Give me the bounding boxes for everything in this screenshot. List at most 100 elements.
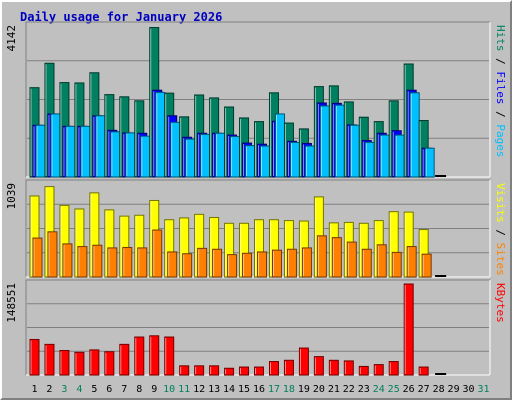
day-label: 10	[163, 384, 175, 395]
bar-kbytes	[44, 343, 55, 376]
bar-sites	[331, 237, 342, 278]
bar-sites	[227, 254, 238, 278]
day-label: 13	[208, 384, 220, 395]
bar-sites	[242, 252, 253, 278]
bar-empty	[435, 275, 447, 277]
bar-sites	[77, 246, 88, 278]
day-label: 25	[388, 384, 400, 395]
day-label: 4	[76, 384, 82, 395]
day-label: 15	[238, 384, 250, 395]
panel-max-label: 1039	[5, 183, 18, 210]
day-label: 20	[313, 384, 325, 395]
bar-kbytes	[283, 359, 294, 376]
panel-axis-legend: KBytes	[494, 283, 507, 323]
bar-kbytes	[194, 365, 205, 376]
day-label: 1	[31, 384, 37, 395]
panel-axis-legend: Visits / Sites	[494, 183, 507, 276]
axis-legend-part: /	[494, 52, 507, 72]
day-label: 8	[136, 384, 142, 395]
bar-sites	[421, 253, 432, 278]
day-label: 2	[46, 384, 52, 395]
axis-legend-part: KBytes	[494, 283, 507, 323]
bar-kbytes	[388, 361, 399, 376]
day-label: 19	[298, 384, 310, 395]
bar-kbytes	[224, 367, 235, 376]
day-label: 17	[268, 384, 280, 395]
day-label: 11	[178, 384, 190, 395]
bar-empty	[435, 373, 447, 375]
panel-axis-legend: Hits / Files / Pages	[494, 25, 507, 158]
day-label: 23	[358, 384, 370, 395]
day-label: 9	[151, 384, 157, 395]
bar-kbytes	[164, 336, 175, 376]
axis-legend-part: Visits	[494, 183, 507, 223]
bar-kbytes	[343, 360, 354, 376]
bar-kbytes	[134, 336, 145, 376]
day-label: 22	[343, 384, 355, 395]
bar-sites	[346, 241, 357, 278]
axis-legend-part: /	[494, 223, 507, 243]
bar-kbytes	[239, 366, 250, 376]
axis-legend-part: Pages	[494, 124, 507, 157]
bar-sites	[301, 247, 312, 278]
bar-sites	[212, 248, 223, 278]
day-label: 18	[283, 384, 295, 395]
chart-title: Daily usage for January 2026	[20, 10, 223, 24]
day-label: 24	[373, 384, 385, 395]
bar-kbytes	[209, 365, 220, 376]
bar-pages	[424, 147, 435, 178]
day-label: 26	[403, 384, 415, 395]
day-label: 28	[433, 384, 445, 395]
bar-kbytes	[104, 351, 115, 376]
bar-kbytes	[179, 365, 190, 376]
bar-sites	[182, 253, 193, 278]
panel-max-label: 148551	[5, 283, 18, 323]
day-label: 21	[328, 384, 340, 395]
day-label: 27	[418, 384, 430, 395]
bar-sites	[376, 244, 387, 278]
bar-kbytes	[59, 349, 70, 376]
bar-sites	[391, 251, 402, 278]
day-label: 30	[463, 384, 475, 395]
bar-kbytes	[403, 283, 414, 376]
bar-sites	[286, 248, 297, 278]
panel-max-label: 4142	[5, 25, 18, 52]
day-label: 5	[91, 384, 97, 395]
day-label: 12	[193, 384, 205, 395]
bar-empty	[435, 175, 447, 177]
bar-sites	[316, 235, 327, 278]
bar-kbytes	[358, 365, 369, 376]
bar-kbytes	[313, 356, 324, 376]
bar-sites	[361, 248, 372, 278]
bar-sites	[62, 243, 73, 278]
bar-sites	[137, 247, 148, 278]
bar-kbytes	[373, 364, 384, 376]
bar-kbytes	[328, 359, 339, 376]
bar-kbytes	[418, 366, 429, 376]
axis-legend-part: /	[494, 105, 507, 125]
bar-sites	[152, 229, 163, 278]
bar-kbytes	[29, 338, 40, 376]
bar-kbytes	[149, 335, 160, 376]
bar-sites	[271, 249, 282, 278]
day-label: 6	[106, 384, 112, 395]
bar-kbytes	[74, 351, 85, 376]
bar-kbytes	[254, 366, 265, 376]
day-label: 3	[61, 384, 67, 395]
bar-sites	[406, 246, 417, 278]
bar-kbytes	[119, 343, 130, 376]
bar-kbytes	[298, 347, 309, 376]
axis-legend-part: Files	[494, 71, 507, 104]
day-label: 14	[223, 384, 235, 395]
day-label: 31	[477, 384, 489, 395]
day-label: 16	[253, 384, 265, 395]
bar-sites	[47, 231, 58, 278]
bar-kbytes	[89, 349, 100, 376]
axis-legend-part: Sites	[494, 243, 507, 276]
day-label: 7	[121, 384, 127, 395]
bar-kbytes	[268, 361, 279, 376]
day-label: 29	[448, 384, 460, 395]
axis-legend-part: Hits	[494, 25, 507, 52]
bar-sites	[257, 251, 268, 278]
